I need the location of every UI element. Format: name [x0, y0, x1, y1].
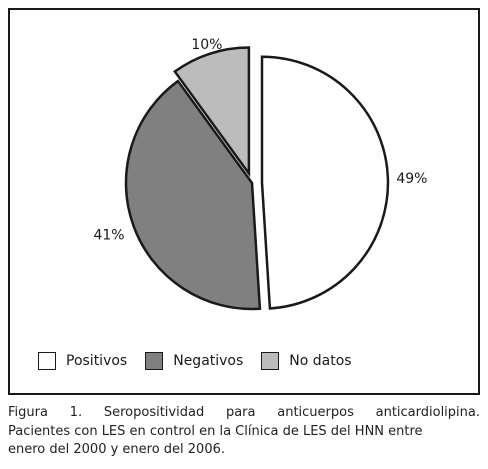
caption-line-1: Figura 1. Seropositividad para anticuerp…: [8, 405, 480, 420]
legend-swatch-negativos: [145, 352, 164, 370]
legend: Positivos Negativos No datos: [38, 349, 370, 373]
legend-label-positivos: Positivos: [66, 353, 128, 369]
caption-line-2: Pacientes con LES en control en la Clíni…: [8, 423, 423, 439]
figure-caption: Figura 1. Seropositividad para anticuerp…: [8, 404, 480, 460]
legend-swatch-positivos: [38, 352, 56, 370]
caption-line-3: enero del 2000 y enero del 2006.: [8, 442, 226, 457]
data-label-negativos: 41%: [93, 228, 124, 244]
slice-negativos: [124, 79, 262, 311]
data-label-positivos: 49%: [396, 171, 427, 187]
data-label-no-datos: 10%: [191, 37, 222, 53]
legend-label-no-datos: No datos: [289, 353, 352, 369]
pie-chart: 49% 41% 10%: [93, 37, 427, 311]
legend-item-positivos: Positivos: [38, 352, 127, 370]
legend-swatch-no-datos: [261, 352, 280, 370]
legend-item-no-datos: No datos: [261, 352, 352, 370]
chart-frame: 49% 41% 10% Positivos Negativos No datos: [8, 8, 480, 395]
slice-positivos: [260, 55, 390, 310]
legend-item-negativos: Negativos: [145, 352, 243, 370]
legend-label-negativos: Negativos: [173, 353, 244, 369]
slice-no-datos: [173, 46, 251, 178]
